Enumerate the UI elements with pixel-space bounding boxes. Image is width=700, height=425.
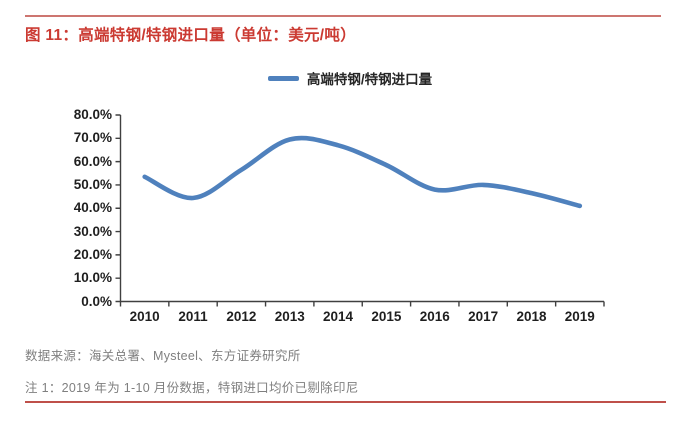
y-axis-tick-label: 70.0%: [73, 130, 112, 146]
top-divider-rule: [25, 15, 661, 17]
data-source-note: 数据来源：海关总署、Mysteel、东方证券研究所: [25, 349, 301, 363]
y-axis-tick-label: 10.0%: [73, 270, 112, 286]
x-axis-tick-label: 2018: [516, 308, 547, 324]
chart-legend: 高端特钢/特钢进口量: [0, 68, 700, 88]
y-axis-tick-label: 20.0%: [73, 246, 112, 262]
x-axis-tick-label: 2010: [129, 308, 160, 324]
x-axis-tick-label: 2016: [419, 308, 450, 324]
legend-series-label: 高端特钢/特钢进口量: [306, 72, 433, 87]
y-axis-tick-label: 60.0%: [73, 153, 112, 169]
y-axis-tick-label: 30.0%: [73, 223, 112, 239]
series-line: [142, 135, 583, 209]
y-axis-tick-label: 0.0%: [81, 293, 112, 309]
y-axis-tick-label: 80.0%: [73, 107, 112, 122]
x-axis-tick-label: 2015: [371, 308, 402, 324]
figure-title: 图 11：高端特钢/特钢进口量（单位：美元/吨）: [25, 27, 357, 44]
legend-line-swatch: [267, 75, 299, 81]
y-axis-tick-label: 40.0%: [73, 200, 112, 216]
bottom-divider-rule: [25, 401, 666, 403]
x-axis-tick-label: 2019: [564, 308, 595, 324]
x-axis-tick-label: 2017: [468, 308, 499, 324]
x-axis-tick-label: 2011: [178, 308, 208, 324]
y-axis-tick-label: 50.0%: [73, 176, 112, 192]
x-axis-tick-label: 2013: [274, 308, 305, 324]
chart-footnote: 注 1：2019 年为 1-10 月份数据，特钢进口均价已剔除印尼: [25, 381, 359, 395]
x-axis-tick-label: 2012: [226, 308, 257, 324]
x-axis-tick-label: 2014: [323, 308, 354, 324]
